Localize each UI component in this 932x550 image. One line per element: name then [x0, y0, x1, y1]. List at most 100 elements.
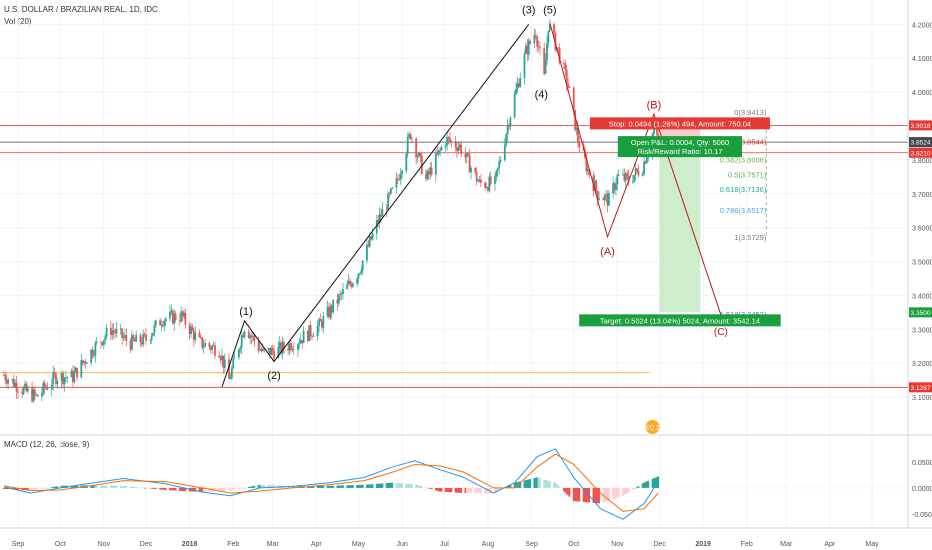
- candle-body-291: [575, 127, 578, 131]
- candle-body-221: [437, 150, 440, 155]
- signal-line: [3, 453, 659, 512]
- candle-body-97: [192, 330, 195, 340]
- earnings-badge-text: EQ 2: [646, 426, 660, 432]
- candle-body-282: [557, 47, 560, 49]
- candle-body-2: [5, 380, 8, 384]
- macd-histogram-bar-286: [565, 487, 568, 494]
- macd-histogram-bar-147: [291, 486, 294, 488]
- candle-body-243: [479, 179, 482, 183]
- candle-body-146: [290, 343, 292, 351]
- candle-body-17: [35, 394, 38, 396]
- candle-body-4: [11, 379, 14, 380]
- macd-histogram-bar-195: [387, 483, 389, 488]
- macd-histogram-bar-199: [395, 482, 398, 488]
- macd-histogram-bar-109: [218, 487, 221, 492]
- candle-body-183: [361, 260, 364, 271]
- candle-body-3: [7, 379, 10, 384]
- wave-label-3: (4): [535, 89, 548, 101]
- candle-body-109: [218, 355, 221, 358]
- time-tick-label-5: Feb: [227, 541, 239, 548]
- candle-body-332: [655, 127, 658, 134]
- macd-histogram-bar-123: [243, 487, 246, 489]
- candle-body-206: [408, 133, 411, 137]
- macd-histogram-bar-83: [164, 487, 167, 490]
- candle-body-12: [25, 383, 28, 392]
- candle-body-77: [153, 324, 156, 333]
- macd-histogram-bar-256: [506, 486, 509, 488]
- position-zones: [659, 125, 701, 313]
- macd-histogram-bar-175: [347, 485, 350, 488]
- macd-histogram-bar-258: [509, 484, 512, 488]
- candle-body-208: [411, 138, 413, 140]
- candle-body-128: [253, 335, 256, 342]
- candle-body-262: [517, 83, 520, 87]
- macd-histogram-bar-229: [454, 487, 457, 493]
- candle-body-154: [306, 330, 309, 341]
- candle-body-116: [230, 368, 233, 379]
- candle-body-268: [529, 40, 532, 44]
- candle-body-145: [288, 343, 291, 351]
- macd-histogram-bar-279: [553, 482, 555, 488]
- macd-histogram-bar-28: [56, 486, 59, 488]
- candle-body-180: [357, 274, 360, 279]
- macd-histogram-bar-14: [31, 487, 33, 491]
- time-tick-label-0: Sep: [12, 541, 25, 548]
- macd-histogram-bar-204: [405, 483, 408, 488]
- candle-body-198: [391, 187, 394, 189]
- candle-body-135: [268, 347, 271, 355]
- macd-histogram-bar-130: [259, 484, 261, 488]
- candle-body-283: [558, 48, 561, 64]
- price-level-tag-1: [909, 137, 932, 148]
- candle-body-320: [633, 175, 636, 182]
- macd-histogram-bar-193: [381, 483, 384, 488]
- candle-body-159: [316, 325, 319, 336]
- macd-histogram-bar-303: [598, 487, 600, 504]
- candle-body-318: [627, 175, 630, 183]
- macd-histogram-bar-208: [411, 484, 413, 488]
- candle-body-269: [533, 35, 536, 44]
- macd-histogram-bar-104: [208, 487, 211, 492]
- macd-histogram-bar-331: [654, 477, 657, 488]
- candle-body-61: [122, 337, 125, 338]
- candle-body-278: [548, 24, 551, 31]
- macd-histogram-bar-23: [46, 487, 49, 489]
- candle-body-94: [188, 324, 191, 334]
- correction-label-c: (C): [714, 327, 728, 338]
- candle-body-266: [526, 45, 529, 55]
- macd-tick-label-1: 0.0000: [912, 486, 932, 493]
- candle-body-242: [478, 179, 481, 182]
- candle-body-43: [86, 362, 88, 364]
- time-tick-label-1: Oct: [55, 541, 66, 548]
- candle-body-110: [219, 357, 222, 361]
- candle-body-293: [578, 141, 581, 148]
- macd-histogram-bar-13: [26, 487, 29, 491]
- macd-histogram-bar-248: [489, 487, 492, 494]
- candle-body-277: [547, 30, 550, 44]
- candle-body-133: [263, 348, 266, 350]
- macd-histogram-bar-188: [371, 484, 374, 488]
- candle-body-316: [624, 173, 627, 181]
- candle-body-171: [339, 293, 342, 295]
- candle-body-164: [326, 307, 329, 317]
- candle-body-202: [399, 173, 402, 180]
- macd-histogram-bar-282: [557, 485, 560, 488]
- macd-histogram-bar-324: [641, 483, 644, 488]
- fib-level-label-6: 1(3.5729): [734, 233, 767, 242]
- macd-histogram-bar-22: [45, 487, 48, 489]
- time-tick-label-9: Jun: [396, 541, 407, 548]
- candle-body-104: [208, 343, 211, 347]
- macd-histogram-bar-81: [162, 487, 164, 490]
- macd-histogram-bar-133: [263, 484, 266, 488]
- earnings-badge-icon: [645, 420, 660, 434]
- candle-body-194: [385, 209, 388, 210]
- candle-body-173: [342, 289, 344, 294]
- macd-histogram-bar-241: [477, 487, 479, 494]
- candle-body-300: [593, 180, 596, 192]
- macd-histogram-bar-245: [485, 487, 488, 494]
- macd-histogram-bar-85: [170, 487, 173, 491]
- pnl-label-text-1: Risk/Reward Ratio: 10.17: [637, 147, 722, 156]
- macd-line: [3, 448, 659, 520]
- fib-level-label-4: 0.618(3.7136): [720, 185, 767, 194]
- candle-body-139: [277, 346, 280, 359]
